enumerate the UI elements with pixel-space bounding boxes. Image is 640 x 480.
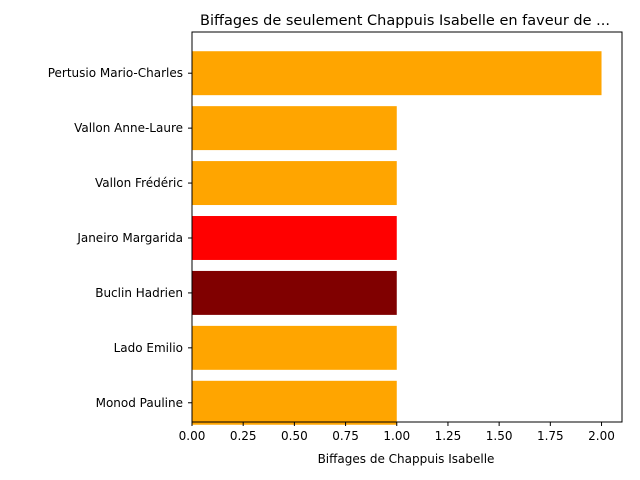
x-axis-ticks: 0.00 0.25 0.50 0.75 1.00 1.25 1.50 1.75 2.00 [179, 422, 615, 443]
x-tick-label: 0.75 [332, 429, 359, 443]
plot-frame [191, 31, 623, 423]
x-tick-label: 1.50 [486, 429, 513, 443]
y-tick-label: Monod Pauline [96, 396, 183, 410]
y-tick-label: Janeiro Margarida [76, 231, 183, 245]
x-tick-label: 0.25 [230, 429, 257, 443]
bars-group [192, 51, 602, 425]
bar [192, 325, 397, 370]
y-tick-label: Buclin Hadrien [95, 286, 183, 300]
bar [192, 106, 397, 151]
bar [192, 51, 602, 96]
y-tick-label: Lado Emilio [114, 341, 183, 355]
bar [192, 270, 397, 315]
y-axis-ticks: Pertusio Mario-Charles Vallon Anne-Laure V… [48, 66, 192, 410]
y-tick-label: Pertusio Mario-Charles [48, 66, 183, 80]
x-tick-label: 1.25 [435, 429, 462, 443]
x-tick-label: 0.00 [179, 429, 206, 443]
chart-title: Biffages de seulement Chappuis Isabelle … [200, 13, 610, 29]
bar [192, 216, 397, 260]
x-tick-label: 1.00 [383, 429, 410, 443]
y-tick-label: Vallon Anne-Laure [74, 121, 183, 135]
bar [192, 161, 397, 206]
x-tick-label: 1.75 [537, 429, 564, 443]
x-tick-label: 0.50 [281, 429, 308, 443]
x-tick-label: 2.00 [588, 429, 615, 443]
x-axis-title: Biffages de Chappuis Isabelle [318, 452, 495, 466]
y-tick-label: Vallon Frédéric [95, 176, 183, 190]
bar [192, 380, 397, 425]
